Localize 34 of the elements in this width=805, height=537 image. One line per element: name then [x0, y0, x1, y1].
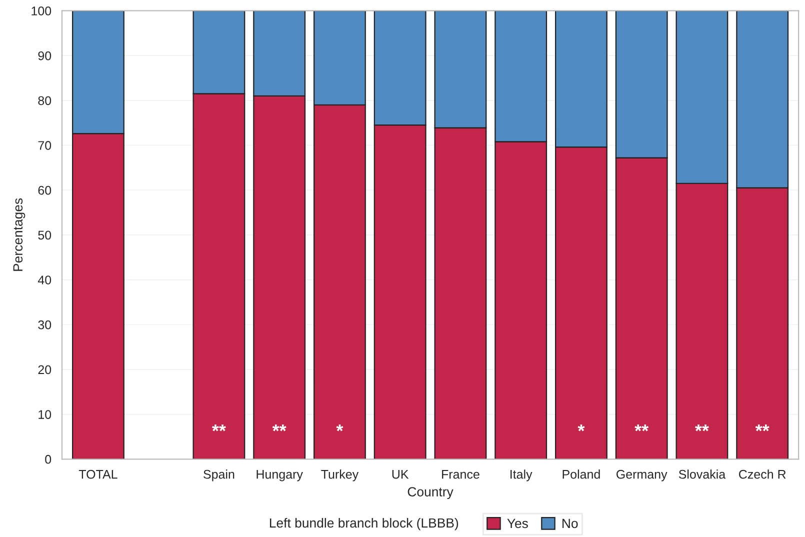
y-tick-label: 90 [38, 51, 52, 60]
legend-label: No [562, 518, 578, 528]
x-tick-label: Hungary [256, 470, 303, 482]
x-tick-label: Poland [562, 470, 600, 479]
data-label: ** [272, 424, 286, 432]
data-label: ** [755, 424, 770, 432]
x-axis-title: Country [408, 487, 454, 500]
y-axis-title: Percentages [13, 198, 26, 271]
x-tick-label: TOTAL [78, 470, 118, 479]
data-label: ** [694, 424, 709, 432]
x-tick-label: Germany [616, 470, 668, 482]
y-tick-label: 40 [38, 276, 52, 284]
x-tick-label: Slovakia [678, 470, 726, 479]
data-label: ** [212, 424, 226, 432]
x-tick-label: UK [392, 470, 409, 479]
y-tick-label: 80 [38, 96, 52, 106]
y-tick-label: 20 [38, 365, 52, 374]
data-label: * [578, 424, 585, 432]
data-label: * [336, 424, 344, 432]
x-tick-label: Italy [510, 470, 532, 482]
legend-label: Yes [507, 518, 528, 528]
y-tick-label: 10 [38, 410, 52, 419]
y-tick-label: 60 [38, 186, 52, 195]
y-tick-label: 50 [38, 230, 52, 240]
y-tick-label: 70 [38, 141, 52, 150]
x-tick-label: Czech R [739, 470, 786, 479]
data-label: ** [634, 424, 649, 432]
x-tick-label: Spain [204, 470, 234, 482]
y-tick-label: 100 [32, 6, 52, 16]
x-tick-label: France [442, 470, 480, 479]
x-tick-label: Turkey [321, 470, 359, 482]
legend-title: Left bundle branch block (LBBB) [270, 518, 458, 530]
y-tick-label: 0 [45, 454, 52, 464]
y-tick-label: 30 [38, 320, 52, 330]
